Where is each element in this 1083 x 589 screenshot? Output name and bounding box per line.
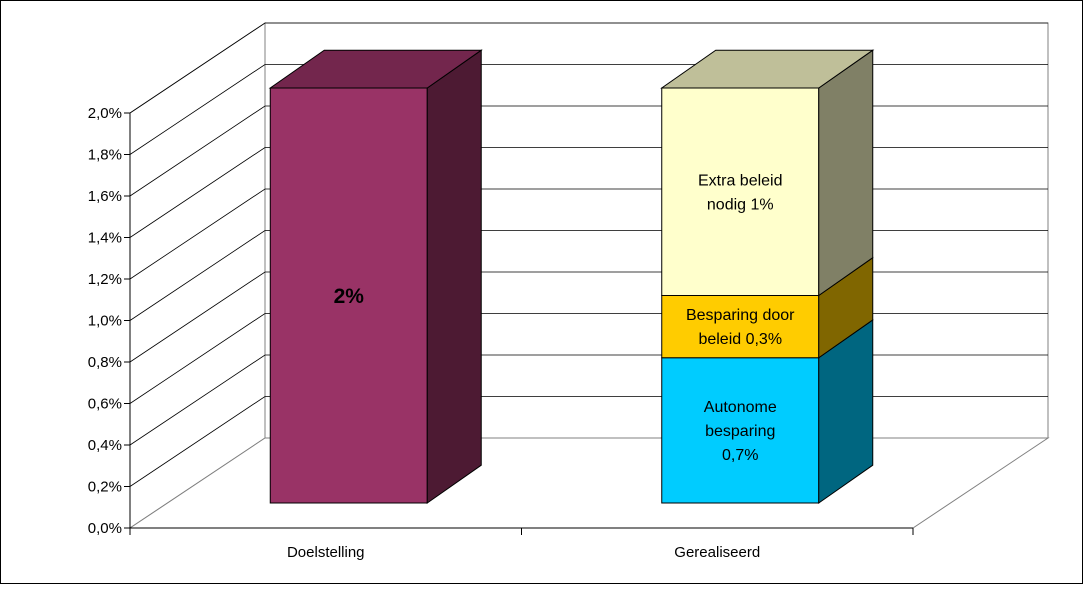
y-tick-label: 1,8% [88,147,122,164]
bar-segment [660,49,875,297]
bar-top-face [660,49,875,89]
bar-front-face [661,295,820,359]
bar-side-face [818,49,874,297]
data-label-line: Extra beleid [698,172,783,189]
y-tick-label: 1,4% [88,230,122,247]
data-label: Autonome besparing 0,7% [704,399,777,464]
y-tick-label: 1,0% [88,313,122,330]
data-label: Besparing door beleid 0,3% [686,307,795,348]
bar-front-face [661,357,820,504]
bar-side-face [426,49,482,504]
bar-top-face [268,49,483,89]
y-tick-label: 0,2% [88,479,122,496]
bars [268,49,875,504]
x-tick-label: Doelstelling [287,544,365,561]
bar-segment [268,49,483,504]
y-tick-label: 1,6% [88,188,122,205]
data-label-line: Besparing door [686,307,795,324]
y-tick-label: 0,8% [88,354,122,371]
y-tick-label: 0,0% [88,520,122,537]
y-tick-label: 1,2% [88,271,122,288]
chart-walls [128,22,1050,529]
data-labels: 2% Autonome besparing 0,7% Besparing door bel… [334,172,796,464]
data-label-line: nodig 1% [707,196,774,213]
y-tick-label: 0,4% [88,437,122,454]
bar-segment [661,318,874,504]
data-label-line: besparing [705,423,775,440]
y-tick-label: 2,0% [88,105,122,122]
data-label-line: beleid 0,3% [698,331,782,348]
floor [128,437,1050,529]
data-label-line: Autonome [704,399,777,416]
bar-segment [661,256,874,359]
data-label-line: 2% [334,285,365,308]
x-tick-label: Gerealiseerd [674,544,760,561]
data-label: 2% [334,285,365,308]
bar-front-face [269,87,428,504]
y-tick-label: 0,6% [88,396,122,413]
gridline [129,22,1048,114]
bar-front-face [661,87,820,296]
data-label: Extra beleid nodig 1% [698,172,783,213]
axes: 0,0% 0,2% 0,4% 0,6% 0,8% 1,0% 1,2% 1,4% 1,6% 1,8%… [88,105,914,561]
data-label-line: 0,7% [722,447,758,464]
